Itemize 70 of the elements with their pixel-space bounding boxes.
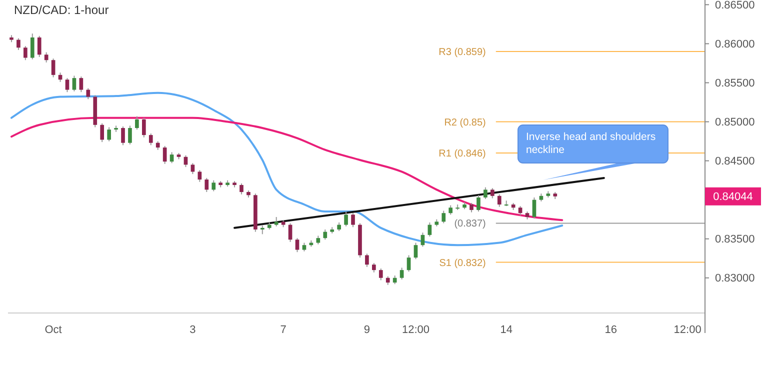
ref-line-label: R3 (0.859) bbox=[438, 47, 486, 58]
candlestick bbox=[365, 253, 369, 268]
candlestick bbox=[162, 145, 167, 164]
candlestick bbox=[198, 170, 202, 182]
candlestick bbox=[148, 132, 153, 146]
candlestick bbox=[86, 88, 90, 100]
y-tick-label: 0.83000 bbox=[715, 272, 755, 285]
candlestick bbox=[518, 206, 522, 216]
ref-line-label: (0.837) bbox=[454, 218, 486, 230]
candlestick bbox=[30, 33, 34, 60]
y-tick-label: 0.83500 bbox=[715, 234, 755, 246]
y-tick-label: 0.85500 bbox=[715, 78, 755, 90]
candlestick bbox=[240, 182, 244, 195]
text: 0.84044 bbox=[713, 191, 753, 204]
candlestick bbox=[190, 162, 195, 175]
candlestick bbox=[16, 38, 20, 50]
candlestick bbox=[121, 126, 125, 146]
candlestick bbox=[24, 46, 28, 61]
candlestick bbox=[295, 238, 300, 253]
y-tick-label: 0.85000 bbox=[715, 116, 755, 129]
x-tick-label: 3 bbox=[190, 324, 196, 336]
candlestick bbox=[448, 204, 453, 216]
candlestick bbox=[72, 75, 76, 92]
candlestick bbox=[490, 188, 494, 199]
candlestick bbox=[372, 262, 376, 273]
candlestick bbox=[51, 58, 56, 78]
x-tick-label: Oct bbox=[44, 324, 62, 336]
candlestick bbox=[428, 222, 432, 238]
candlestick bbox=[442, 210, 446, 224]
x-tick-label: 14 bbox=[500, 324, 512, 336]
y-tick-label: 0.86000 bbox=[715, 38, 755, 51]
candlestick bbox=[470, 202, 474, 213]
x-tick-label: 12:00 bbox=[674, 324, 702, 336]
chart-title: NZD/CAD: 1-hour bbox=[14, 3, 109, 17]
candlestick bbox=[400, 267, 404, 280]
annotation: Inverse head and shoulders neckline bbox=[526, 131, 656, 156]
candlestick bbox=[37, 35, 42, 58]
candlestick bbox=[44, 52, 48, 63]
ref-line-label: S1 (0.832) bbox=[439, 258, 486, 269]
candlestick bbox=[212, 180, 216, 192]
candlestick bbox=[142, 117, 146, 138]
candlestick bbox=[79, 76, 84, 93]
candlestick bbox=[204, 177, 209, 193]
candlestick bbox=[100, 122, 104, 143]
candlestick bbox=[107, 126, 111, 142]
x-tick-label: 9 bbox=[364, 324, 370, 336]
candlestick bbox=[532, 196, 536, 220]
candlestick bbox=[414, 242, 418, 260]
candlestick bbox=[274, 216, 278, 227]
x-tick-label: 7 bbox=[280, 324, 286, 336]
candlestick bbox=[351, 212, 355, 228]
candlestick bbox=[406, 254, 411, 272]
candlestick bbox=[323, 228, 328, 240]
candlestick bbox=[135, 116, 139, 130]
y-tick-label: 0.86500 bbox=[715, 0, 755, 12]
candlestick bbox=[378, 268, 383, 281]
candlestick bbox=[128, 125, 132, 145]
candlestick bbox=[420, 232, 425, 248]
ref-line-label: R1 (0.846) bbox=[438, 148, 486, 160]
candlestick bbox=[65, 78, 70, 93]
candlestick bbox=[170, 152, 174, 164]
line-series bbox=[10, 92, 564, 246]
ref-line-label: R2 (0.85) bbox=[444, 117, 486, 128]
candlestick bbox=[344, 211, 348, 227]
candlestick bbox=[484, 186, 488, 200]
candlestick bbox=[476, 194, 480, 212]
y-tick-label: 0.84500 bbox=[715, 156, 755, 168]
candlestick bbox=[497, 194, 502, 208]
x-tick-label: 16 bbox=[604, 324, 618, 336]
x-tick-label: 12:00 bbox=[402, 324, 430, 336]
